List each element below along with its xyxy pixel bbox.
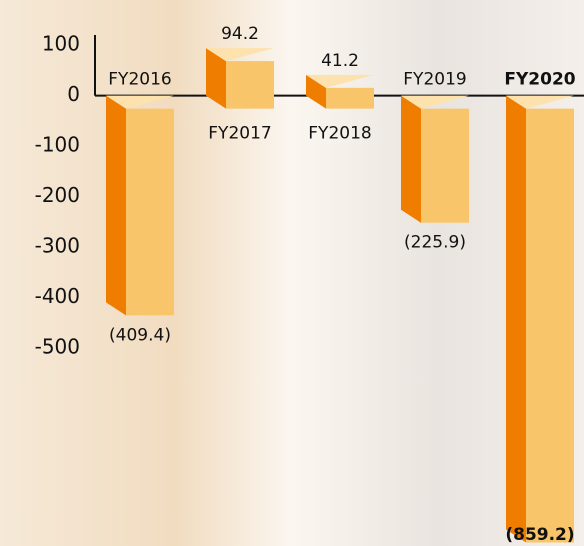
bar-side <box>106 95 126 316</box>
value-label: 94.2 <box>221 24 259 44</box>
value-label: 41.2 <box>321 51 359 71</box>
y-tick-label: -400 <box>35 284 80 308</box>
x-tick-label: FY2020 <box>504 70 575 90</box>
bar-top <box>206 48 274 62</box>
bar-top <box>306 74 374 88</box>
x-tick-label: FY2017 <box>208 124 271 144</box>
bar-side <box>401 95 421 223</box>
y-tick-label: -500 <box>35 335 80 359</box>
x-tick-label: FY2018 <box>308 124 371 144</box>
bar-side <box>206 48 226 109</box>
bar-top <box>401 95 469 109</box>
bar-front <box>126 108 174 316</box>
bar-front <box>421 108 469 223</box>
x-tick-label: FY2019 <box>403 70 466 90</box>
bar-top <box>106 95 174 109</box>
bar-side <box>306 74 326 109</box>
bar-front <box>226 61 274 109</box>
y-tick-label: 0 <box>67 82 80 106</box>
value-label: (409.4) <box>109 325 171 345</box>
bar-front <box>526 108 574 543</box>
plot-area: 100 0 -100 -200 -300 -400 -500 FY2016 (409.4) FY2… <box>35 24 584 545</box>
bar-top <box>506 95 574 109</box>
bar-side <box>506 95 526 543</box>
y-tick-label: -100 <box>35 133 80 157</box>
y-tick-label: 100 <box>42 32 80 56</box>
y-tick-label: -300 <box>35 234 80 258</box>
value-label: (859.2) <box>505 525 574 545</box>
y-tick-label: -200 <box>35 183 80 207</box>
bar-front <box>326 87 374 109</box>
x-tick-label: FY2016 <box>108 70 171 90</box>
value-label: (225.9) <box>404 233 466 253</box>
